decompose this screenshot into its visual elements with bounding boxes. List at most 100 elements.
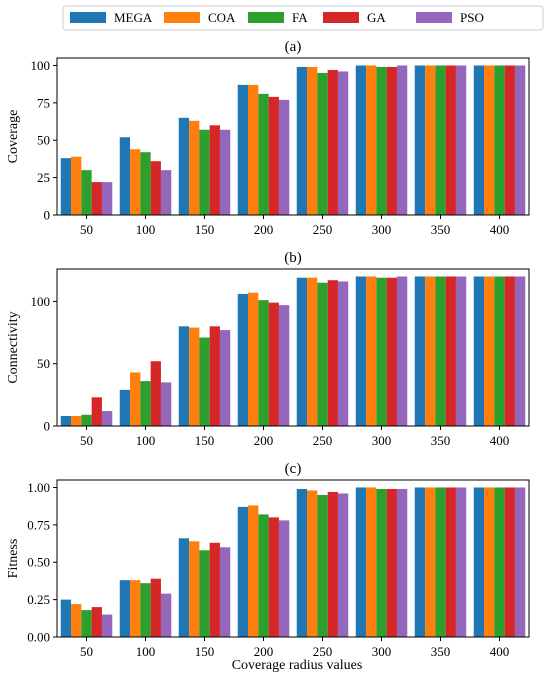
bar-mega-100 bbox=[119, 389, 131, 426]
y-tick-label: 0.00 bbox=[27, 630, 50, 645]
legend-entry-pso: PSO bbox=[416, 10, 484, 25]
x-tick-label: 200 bbox=[254, 644, 274, 659]
bar-mega-350 bbox=[414, 65, 426, 215]
bar-pso-200 bbox=[278, 520, 290, 637]
bars bbox=[60, 487, 526, 637]
bar-pso-50 bbox=[101, 182, 113, 215]
bar-pso-100 bbox=[160, 170, 172, 215]
bar-fa-150 bbox=[199, 550, 210, 637]
bar-coa-250 bbox=[307, 490, 318, 637]
legend-label: MEGA bbox=[114, 10, 153, 25]
legend-label: COA bbox=[208, 10, 236, 25]
bar-pso-150 bbox=[219, 129, 231, 215]
bar-ga-250 bbox=[327, 280, 338, 426]
y-axis-label: Coverage bbox=[6, 110, 21, 164]
bar-pso-250 bbox=[337, 71, 349, 216]
legend-label: FA bbox=[292, 10, 308, 25]
panel-1: 0 25 50 75 100 50 100 150 200 250 300 350 400 (a) Cove… bbox=[6, 39, 530, 237]
bar-coa-150 bbox=[189, 327, 200, 426]
bar-coa-400 bbox=[484, 276, 495, 426]
bar-mega-200 bbox=[237, 506, 249, 637]
bar-pso-400 bbox=[514, 276, 526, 426]
bar-fa-400 bbox=[494, 487, 505, 637]
panel-2: 0 50 100 50 100 150 200 250 300 350 400 (b) Connecti… bbox=[6, 250, 530, 448]
x-tick-label: 50 bbox=[80, 222, 93, 237]
legend-swatch bbox=[70, 12, 106, 23]
x-tick-label: 100 bbox=[136, 222, 156, 237]
bar-fa-350 bbox=[435, 65, 446, 215]
x-tick-label: 400 bbox=[490, 433, 510, 448]
bar-pso-100 bbox=[160, 382, 172, 426]
x-tick-label: 50 bbox=[80, 644, 93, 659]
bar-coa-200 bbox=[248, 84, 259, 215]
y-tick-label: 0.50 bbox=[27, 555, 50, 570]
bar-fa-200 bbox=[258, 300, 269, 426]
bar-mega-400 bbox=[473, 487, 485, 637]
y-tick-label: 1.00 bbox=[27, 480, 50, 495]
bars bbox=[60, 276, 526, 426]
x-tick-label: 250 bbox=[313, 222, 333, 237]
bar-pso-150 bbox=[219, 547, 231, 637]
x-tick-label: 200 bbox=[254, 433, 274, 448]
bar-ga-250 bbox=[327, 491, 338, 637]
bar-fa-100 bbox=[140, 583, 151, 637]
x-tick-label: 300 bbox=[372, 644, 392, 659]
legend: MEGA COA FA GA PSO bbox=[62, 5, 544, 31]
bar-coa-100 bbox=[130, 372, 141, 426]
bar-pso-200 bbox=[278, 99, 290, 215]
legend-label: GA bbox=[367, 10, 386, 25]
bar-fa-400 bbox=[494, 65, 505, 215]
bar-coa-100 bbox=[130, 149, 141, 215]
bar-mega-400 bbox=[473, 276, 485, 426]
bar-fa-100 bbox=[140, 152, 151, 215]
bar-pso-250 bbox=[337, 281, 349, 426]
bar-pso-400 bbox=[514, 65, 526, 215]
bar-ga-400 bbox=[504, 487, 515, 637]
bar-coa-300 bbox=[366, 65, 377, 215]
bar-ga-400 bbox=[504, 276, 515, 426]
panel-title: (a) bbox=[285, 39, 302, 55]
bar-mega-250 bbox=[296, 277, 308, 426]
bar-coa-350 bbox=[425, 276, 436, 426]
x-tick-label: 150 bbox=[195, 433, 215, 448]
bar-coa-50 bbox=[71, 416, 82, 426]
bar-pso-300 bbox=[396, 276, 408, 426]
bar-mega-150 bbox=[178, 538, 190, 637]
bar-fa-100 bbox=[140, 381, 151, 426]
bar-fa-250 bbox=[317, 72, 328, 215]
bar-fa-50 bbox=[81, 610, 92, 637]
bar-fa-200 bbox=[258, 93, 269, 215]
bars bbox=[60, 65, 526, 216]
bar-ga-350 bbox=[445, 487, 456, 637]
legend-swatch bbox=[416, 12, 452, 23]
bar-mega-250 bbox=[296, 66, 308, 215]
bar-mega-200 bbox=[237, 84, 249, 215]
bar-coa-400 bbox=[484, 487, 495, 637]
bar-mega-50 bbox=[60, 416, 72, 426]
panel-title: (b) bbox=[284, 250, 302, 266]
bar-mega-200 bbox=[237, 293, 249, 426]
bar-ga-150 bbox=[209, 326, 220, 426]
bar-mega-150 bbox=[178, 326, 190, 426]
bar-ga-400 bbox=[504, 65, 515, 215]
bar-mega-300 bbox=[355, 487, 367, 637]
bar-ga-50 bbox=[91, 607, 102, 637]
bar-pso-200 bbox=[278, 305, 290, 426]
bar-fa-350 bbox=[435, 487, 446, 637]
bar-pso-100 bbox=[160, 593, 172, 637]
bar-coa-300 bbox=[366, 487, 377, 637]
bar-ga-200 bbox=[268, 517, 279, 637]
y-tick-label: 0 bbox=[44, 419, 51, 434]
y-tick-label: 0.25 bbox=[27, 592, 50, 607]
panel-3: 0.00 0.25 0.50 0.75 1.00 50 100 150 200 250 300 350… bbox=[6, 461, 530, 659]
bar-mega-100 bbox=[119, 137, 131, 215]
bar-pso-350 bbox=[455, 65, 467, 215]
x-tick-label: 350 bbox=[431, 644, 451, 659]
bar-mega-350 bbox=[414, 487, 426, 637]
legend-label: PSO bbox=[460, 10, 484, 25]
y-tick-label: 75 bbox=[37, 95, 50, 110]
bar-fa-50 bbox=[81, 414, 92, 426]
bar-mega-400 bbox=[473, 65, 485, 215]
x-tick-label: 350 bbox=[431, 222, 451, 237]
